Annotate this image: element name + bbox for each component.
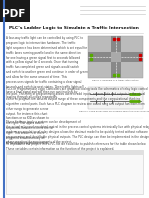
FancyBboxPatch shape: [111, 36, 121, 78]
Text: Figure 2: Some Rungs from PLC program depicting relay signal logic: Figure 2: Some Rungs from PLC program de…: [79, 110, 149, 112]
FancyBboxPatch shape: [6, 150, 143, 155]
Text: These findings imply a system can be development of
the actual relay and emulate: These findings imply a system can be dev…: [6, 120, 149, 144]
Text: PLC’s Ladder Logic to Simulate a Traffic Intersection: PLC’s Ladder Logic to Simulate a Traffic…: [9, 26, 139, 30]
FancyBboxPatch shape: [111, 52, 121, 62]
Text: PDF: PDF: [2, 9, 25, 19]
FancyBboxPatch shape: [0, 0, 30, 22]
FancyBboxPatch shape: [6, 150, 143, 194]
FancyBboxPatch shape: [88, 87, 143, 109]
Text: PLCs or Programmable Logic Controllers are graphical coding tools like schematic: PLCs or Programmable Logic Controllers a…: [6, 87, 148, 145]
Text: A four-way traffic light can be controlled by using PLC to
program logic to inte: A four-way traffic light can be controll…: [6, 36, 88, 99]
Text: Figure 1: Example of a traffic intersection: Figure 1: Example of a traffic intersect…: [92, 80, 139, 81]
Text: To implement our project into a PLC file we could like to publish references for: To implement our project into a PLC file…: [6, 142, 146, 151]
FancyBboxPatch shape: [88, 36, 143, 78]
FancyBboxPatch shape: [88, 52, 143, 62]
